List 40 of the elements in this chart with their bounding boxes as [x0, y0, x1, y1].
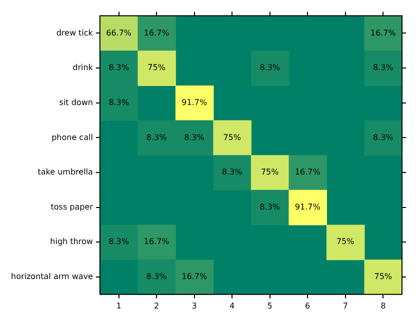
data-label: 8.3% — [146, 272, 168, 282]
x-tick-label: 1 — [116, 301, 122, 310]
data-label: 8.3% — [372, 132, 394, 142]
data-label: 75% — [336, 237, 355, 246]
x-tick-label: 4 — [230, 301, 235, 310]
data-label: 8.3% — [108, 63, 130, 72]
y-tick-label: sit down — [59, 98, 93, 107]
data-label: 91.7% — [294, 202, 321, 212]
x-tick-label: 2 — [154, 301, 160, 310]
x-tick-label: 7 — [342, 301, 348, 310]
y-tick-label: toss paper — [50, 202, 94, 212]
x-tick-label: 5 — [267, 301, 272, 310]
x-tick-label: 8 — [380, 301, 386, 310]
data-label: 75% — [260, 168, 280, 177]
data-label: 16.7% — [370, 28, 396, 38]
data-label: 8.3% — [108, 237, 130, 246]
y-tick-label: drew tick — [56, 28, 94, 38]
y-tick-label: take umbrella — [38, 168, 94, 177]
x-tick-label: 3 — [192, 301, 197, 310]
data-label: 16.7% — [182, 272, 208, 282]
data-label: 75% — [148, 63, 166, 72]
data-label: 75% — [374, 272, 392, 282]
data-label: 16.7% — [294, 168, 321, 177]
y-tick-label: phone call — [52, 132, 93, 142]
data-label: 8.3% — [184, 132, 205, 142]
data-label: 16.7% — [144, 237, 170, 246]
y-tick-label: horizontal arm wave — [10, 272, 94, 282]
data-label: 8.3% — [260, 63, 280, 72]
data-label: 8.3% — [260, 202, 280, 212]
data-label: 66.7% — [106, 28, 132, 38]
y-tick-label: high throw — [50, 237, 94, 246]
data-label: 8.3% — [146, 132, 168, 142]
x-tick-label: 6 — [305, 301, 310, 310]
data-label: 75% — [223, 132, 242, 142]
data-label: 8.3% — [372, 63, 394, 72]
data-label: 91.7% — [182, 98, 208, 107]
data-label: 16.7% — [144, 28, 170, 38]
data-label: 8.3% — [108, 98, 130, 107]
y-tick-label: drink — [72, 63, 94, 72]
data-label: 8.3% — [222, 168, 243, 177]
